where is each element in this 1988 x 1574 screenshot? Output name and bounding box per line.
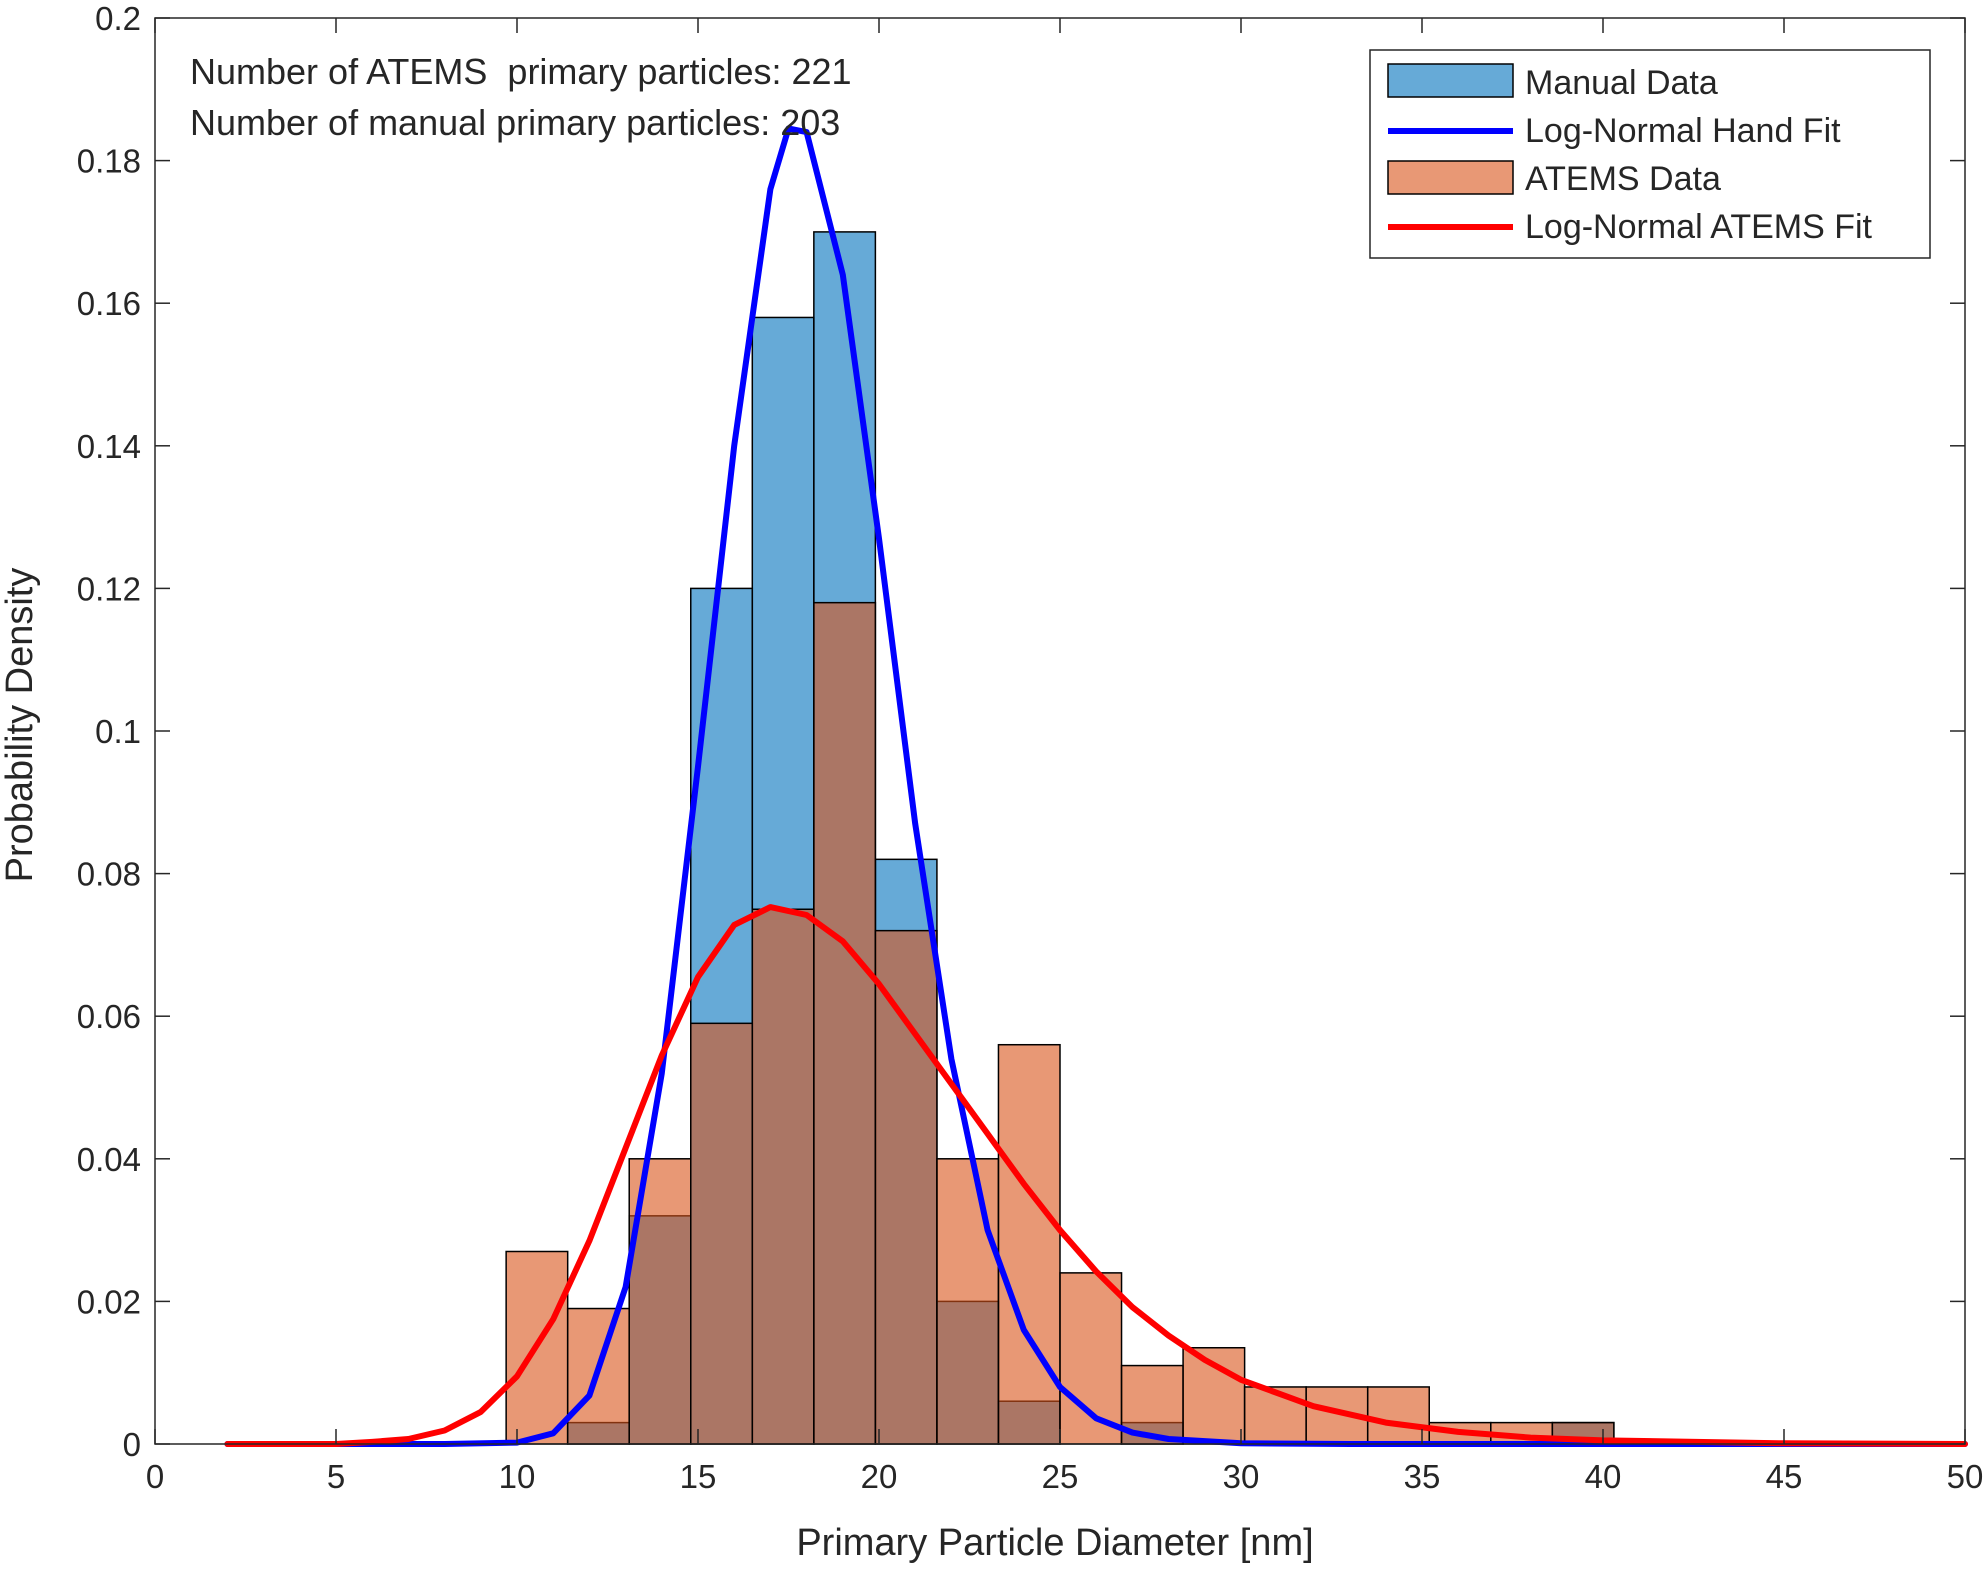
x-tick-label: 15 [680, 1458, 717, 1495]
atems-data-bar [1366, 1386, 1430, 1445]
atems-data-bar [874, 929, 938, 1445]
y-tick-label: 0.02 [77, 1283, 141, 1320]
legend-label-atems-data: ATEMS Data [1525, 160, 1721, 198]
x-tick-label: 10 [499, 1458, 536, 1495]
atems-data-bar [690, 1022, 754, 1445]
y-axis-label: Probability Density [0, 568, 41, 883]
x-tick-label: 45 [1766, 1458, 1803, 1495]
x-tick-label: 40 [1585, 1458, 1622, 1495]
x-axis-label: Primary Particle Diameter [nm] [796, 1522, 1313, 1564]
x-tick-label: 20 [861, 1458, 898, 1495]
atems-data-bar [813, 601, 877, 1445]
legend: Manual Data Log-Normal Hand Fit ATEMS Da… [1369, 49, 1931, 259]
legend-label-atems-fit: Log-Normal ATEMS Fit [1525, 208, 1873, 246]
x-tick-label: 5 [327, 1458, 345, 1495]
x-tick-label: 50 [1947, 1458, 1984, 1495]
y-tick-label: 0.12 [77, 570, 141, 607]
y-tick-label: 0.14 [77, 428, 141, 465]
atems-data-bar [936, 1158, 1000, 1445]
y-tick-label: 0.04 [77, 1141, 141, 1178]
legend-label-hand-fit: Log-Normal Hand Fit [1525, 112, 1841, 150]
axis-ticks: 0 5 10 15 20 25 30 35 40 45 50 0 0.02 0.04 0.06 0.08 0.1… [77, 0, 1984, 1495]
atems-data-bar [751, 908, 815, 1445]
x-tick-label: 25 [1042, 1458, 1079, 1495]
y-tick-label: 0 [123, 1426, 141, 1463]
x-tick-label: 0 [146, 1458, 164, 1495]
atems-fit-curve [224, 904, 1968, 1447]
atems-data-bars [505, 601, 1615, 1445]
atems-data-bar [1243, 1386, 1307, 1445]
y-tick-label: 0.18 [77, 143, 141, 180]
atems-data-bar [1059, 1272, 1123, 1445]
x-tick-label: 35 [1404, 1458, 1441, 1495]
legend-swatch-manual-data [1387, 63, 1514, 98]
y-tick-label: 0.2 [95, 0, 141, 37]
annotation-manual-count: Number of manual primary particles: 203 [190, 102, 840, 143]
y-tick-label: 0.06 [77, 998, 141, 1035]
fit-curves [224, 125, 1968, 1447]
y-tick-label: 0.16 [77, 285, 141, 322]
y-tick-label: 0.08 [77, 856, 141, 893]
legend-label-manual-data: Manual Data [1525, 64, 1718, 102]
hand-fit-curve [224, 125, 1968, 1447]
annotation-atems-count: Number of ATEMS primary particles: 221 [190, 51, 852, 92]
x-tick-label: 30 [1223, 1458, 1260, 1495]
legend-swatch-atems-data [1387, 160, 1514, 195]
atems-data-bar [997, 1043, 1061, 1445]
y-tick-label: 0.1 [95, 713, 141, 750]
